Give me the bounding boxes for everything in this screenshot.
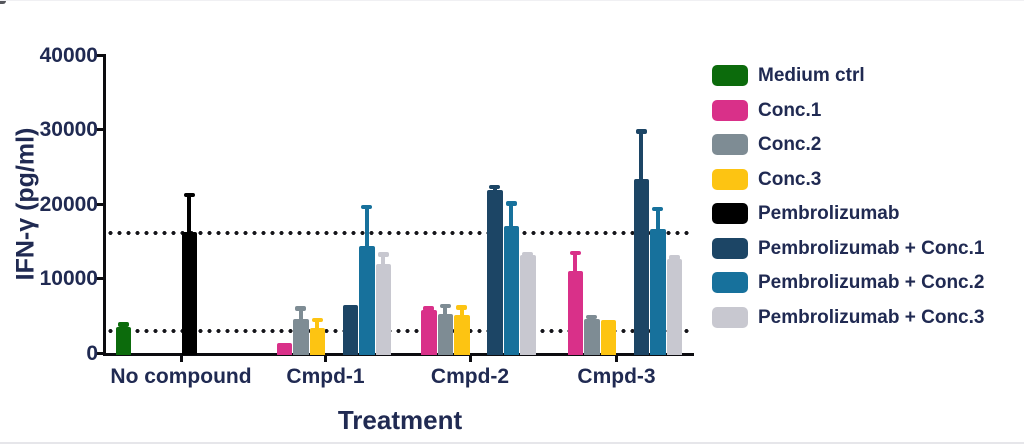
y-tick-label: 30000 (39, 118, 98, 141)
bar-conc-3-cmpd-2 (454, 315, 470, 355)
bar-pembrolizumab-conc-2-cmpd-3 (650, 228, 666, 355)
legend-swatch-conc-3 (712, 168, 748, 190)
error-bar-cap (456, 305, 468, 310)
window-bottom-edge (0, 442, 1024, 444)
bar-pembrolizumab-conc-2-cmpd-1 (359, 245, 375, 355)
reference-line-1 (106, 231, 692, 236)
bar-pembrolizumab-conc-1-cmpd-2 (487, 189, 503, 355)
error-bar-stem (639, 130, 644, 182)
error-bar-cap (377, 252, 389, 257)
error-bar-stem (298, 307, 303, 322)
bar-conc-1-cmpd-3 (567, 271, 583, 355)
error-bar-cap (522, 251, 534, 257)
x-category-label-cmpd-3: Cmpd-3 (577, 365, 656, 388)
bar-conc-1-cmpd-2 (421, 309, 437, 355)
error-bar-cap (652, 206, 664, 212)
y-tick-label: 20000 (39, 192, 98, 216)
error-bar-stem (364, 206, 369, 248)
legend-label-conc-1: Conc.1 (758, 99, 822, 121)
legend-label-pembrolizumab: Pembrolizumab (758, 203, 900, 224)
bar-pembrolizumab-no-compound (181, 231, 197, 355)
legend-swatch-pembrolizumab (712, 203, 748, 224)
error-bar-stem (381, 253, 386, 266)
legend-swatch-pembrolizumab-conc-2 (712, 272, 748, 293)
error-bar-cap (635, 129, 647, 134)
error-bar-cap (183, 192, 195, 198)
legend-label-medium-ctrl: Medium ctrl (758, 65, 865, 86)
bar-conc-2-cmpd-1 (293, 319, 309, 355)
error-bar-stem (573, 252, 578, 274)
x-tick (324, 353, 327, 362)
bar-pembrolizumab-conc-1-cmpd-3 (633, 179, 649, 355)
bar-medium-ctrl-no-compound (115, 326, 131, 355)
y-tick (97, 128, 106, 131)
bar-pembrolizumab-conc-1-cmpd-1 (342, 304, 358, 355)
y-tick (97, 351, 106, 355)
x-axis-title: Treatment (337, 405, 463, 435)
error-bar-stem (459, 306, 464, 317)
error-bar-stem (655, 208, 660, 231)
legend-swatch-conc-1 (712, 99, 748, 121)
error-bar-cap (295, 306, 307, 311)
legend-swatch-pembrolizumab-conc-1 (712, 237, 748, 259)
x-tick (468, 353, 472, 362)
error-bar-stem (187, 194, 192, 234)
error-bar-cap (489, 184, 501, 190)
x-category-label-cmpd-1: Cmpd-1 (286, 365, 365, 388)
error-bar-stem (443, 305, 448, 316)
bar-pembrolizumab-conc-3-cmpd-1 (375, 263, 391, 355)
x-category-label-no-compound: No compound (110, 365, 252, 388)
reference-line-2 (106, 328, 692, 333)
error-bar-cap (117, 322, 129, 327)
x-category-label-cmpd-2: Cmpd-2 (430, 365, 510, 388)
bar-conc-2-cmpd-3 (584, 318, 600, 355)
y-tick (97, 277, 106, 280)
bar-conc-1-cmpd-1 (276, 342, 292, 355)
error-bar-stem (315, 319, 320, 330)
legend-label-pembrolizumab-conc-3: Pembrolizumab + Conc.3 (758, 306, 985, 328)
y-tick-label: 0 (86, 341, 98, 365)
bar-pembrolizumab-conc-3-cmpd-2 (520, 255, 536, 355)
bar-pembrolizumab-conc-3-cmpd-3 (666, 259, 682, 355)
y-tick-label: 10000 (39, 267, 98, 290)
legend-label-pembrolizumab-conc-2: Pembrolizumab + Conc.2 (758, 272, 985, 293)
error-bar-cap (569, 250, 581, 256)
legend-label-conc-3: Conc.3 (758, 168, 822, 190)
window-corner-mark (0, 1, 6, 4)
legend-swatch-pembrolizumab-conc-3 (712, 306, 748, 328)
y-tick (97, 53, 106, 57)
legend-label-conc-2: Conc.2 (758, 134, 822, 155)
bar-conc-3-cmpd-3 (600, 320, 616, 355)
error-bar-cap (586, 314, 598, 320)
x-axis-line (103, 353, 694, 356)
legend-swatch-medium-ctrl (712, 65, 748, 86)
x-tick (615, 353, 618, 362)
y-tick-label: 40000 (39, 43, 98, 67)
error-bar-cap (311, 317, 323, 323)
error-bar-stem (509, 202, 514, 229)
bar-conc-2-cmpd-2 (437, 313, 453, 355)
bar-conc-3-cmpd-1 (309, 327, 325, 355)
y-axis-line (103, 55, 106, 356)
bar-pembrolizumab-conc-2-cmpd-2 (503, 226, 519, 355)
legend-label-pembrolizumab-conc-1: Pembrolizumab + Conc.1 (758, 237, 985, 259)
y-tick (97, 202, 106, 206)
error-bar-cap (505, 201, 517, 206)
error-bar-cap (361, 204, 373, 210)
error-bar-cap (423, 306, 435, 311)
error-bar-cap (668, 255, 680, 260)
error-bar-cap (439, 303, 451, 309)
legend-swatch-conc-2 (712, 134, 748, 155)
x-tick (179, 353, 183, 362)
